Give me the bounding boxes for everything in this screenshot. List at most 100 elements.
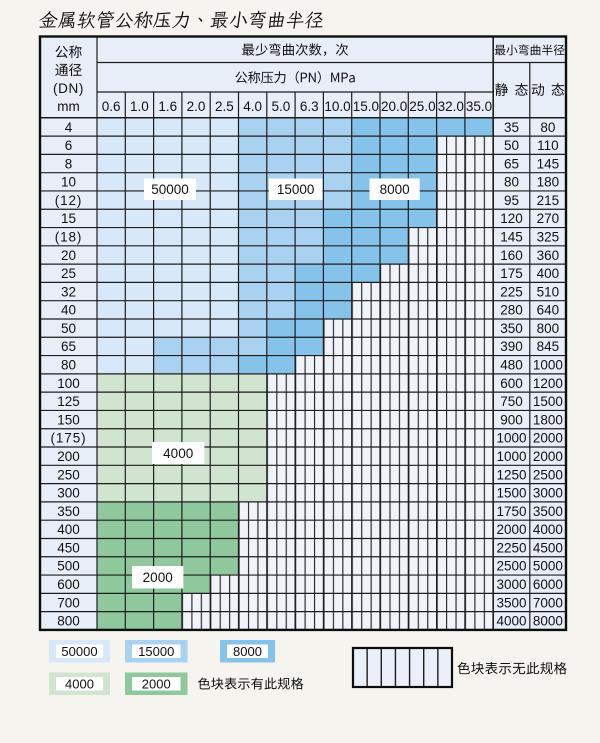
svg-text:8000: 8000 xyxy=(533,614,563,629)
svg-text:900: 900 xyxy=(500,412,523,427)
svg-text:160: 160 xyxy=(500,248,523,263)
svg-text:270: 270 xyxy=(537,211,560,226)
svg-text:300: 300 xyxy=(57,486,80,501)
svg-text:4000: 4000 xyxy=(163,446,193,461)
svg-text:32: 32 xyxy=(61,284,76,299)
svg-text:1000: 1000 xyxy=(533,358,563,373)
svg-text:8: 8 xyxy=(65,156,73,171)
svg-text:10: 10 xyxy=(61,175,76,190)
svg-text:20: 20 xyxy=(61,248,76,263)
svg-text:35: 35 xyxy=(504,120,519,135)
svg-text:500: 500 xyxy=(57,559,80,574)
svg-text:50000: 50000 xyxy=(61,644,97,659)
svg-text:25.0: 25.0 xyxy=(409,99,435,114)
svg-text:1800: 1800 xyxy=(533,412,563,427)
svg-text:640: 640 xyxy=(537,303,560,318)
svg-text:3000: 3000 xyxy=(496,577,526,592)
svg-text:600: 600 xyxy=(500,376,523,391)
svg-text:4.0: 4.0 xyxy=(243,99,262,114)
svg-text:250: 250 xyxy=(57,467,80,482)
svg-text:32.0: 32.0 xyxy=(438,99,464,114)
svg-text:15: 15 xyxy=(61,211,76,226)
svg-text:50000: 50000 xyxy=(151,182,189,197)
svg-text:1500: 1500 xyxy=(496,486,526,501)
svg-text:125: 125 xyxy=(57,394,80,409)
svg-text:20.0: 20.0 xyxy=(381,99,407,114)
svg-text:6: 6 xyxy=(65,138,73,153)
svg-text:8000: 8000 xyxy=(380,182,410,197)
svg-text:(175): (175) xyxy=(50,431,86,446)
svg-text:100: 100 xyxy=(57,376,80,391)
svg-text:3500: 3500 xyxy=(496,595,526,610)
svg-text:4: 4 xyxy=(65,120,73,135)
svg-text:7000: 7000 xyxy=(533,595,563,610)
svg-text:1.0: 1.0 xyxy=(130,99,149,114)
svg-text:1500: 1500 xyxy=(533,394,563,409)
svg-text:1.6: 1.6 xyxy=(158,99,177,114)
svg-text:750: 750 xyxy=(500,394,523,409)
svg-text:15000: 15000 xyxy=(277,182,315,197)
svg-text:120: 120 xyxy=(500,211,523,226)
svg-text:4000: 4000 xyxy=(496,614,526,629)
svg-text:2000: 2000 xyxy=(533,431,563,446)
svg-text:(12): (12) xyxy=(55,193,83,208)
svg-text:4000: 4000 xyxy=(533,522,563,537)
svg-text:110: 110 xyxy=(537,138,559,153)
svg-text:1250: 1250 xyxy=(496,467,526,482)
svg-text:390: 390 xyxy=(500,339,523,354)
svg-text:2.0: 2.0 xyxy=(187,99,206,114)
svg-text:1000: 1000 xyxy=(496,431,526,446)
svg-text:325: 325 xyxy=(537,229,560,244)
svg-text:95: 95 xyxy=(504,193,519,208)
svg-text:1200: 1200 xyxy=(533,376,563,391)
svg-text:845: 845 xyxy=(537,339,560,354)
svg-text:800: 800 xyxy=(57,614,80,629)
svg-text:50: 50 xyxy=(61,321,76,336)
svg-text:2250: 2250 xyxy=(496,540,526,555)
svg-text:50: 50 xyxy=(504,138,519,153)
svg-text:2000: 2000 xyxy=(142,676,171,691)
svg-text:3000: 3000 xyxy=(533,486,563,501)
svg-text:280: 280 xyxy=(500,303,523,318)
svg-text:(18): (18) xyxy=(55,229,83,244)
svg-text:5.0: 5.0 xyxy=(272,99,291,114)
svg-text:450: 450 xyxy=(57,540,80,555)
svg-text:6000: 6000 xyxy=(533,577,563,592)
svg-text:35.0: 35.0 xyxy=(466,99,492,114)
svg-text:4500: 4500 xyxy=(533,540,563,555)
svg-text:8000: 8000 xyxy=(233,644,262,659)
svg-text:15.0: 15.0 xyxy=(353,99,379,114)
svg-text:510: 510 xyxy=(537,284,560,299)
svg-text:5000: 5000 xyxy=(533,559,563,574)
svg-text:400: 400 xyxy=(57,522,80,537)
svg-text:15000: 15000 xyxy=(138,644,174,659)
svg-text:mm: mm xyxy=(57,99,80,114)
svg-text:80: 80 xyxy=(540,120,555,135)
svg-text:175: 175 xyxy=(500,266,523,281)
svg-text:225: 225 xyxy=(500,284,523,299)
svg-text:10.0: 10.0 xyxy=(324,99,350,114)
svg-text:800: 800 xyxy=(537,321,560,336)
svg-text:360: 360 xyxy=(537,248,560,263)
svg-text:2500: 2500 xyxy=(533,467,563,482)
svg-text:(DN): (DN) xyxy=(53,81,84,96)
svg-text:40: 40 xyxy=(61,303,76,318)
svg-text:145: 145 xyxy=(537,156,560,171)
svg-text:2.5: 2.5 xyxy=(215,99,234,114)
svg-text:215: 215 xyxy=(537,193,560,208)
svg-text:1750: 1750 xyxy=(496,504,526,519)
svg-text:3500: 3500 xyxy=(533,504,563,519)
svg-text:350: 350 xyxy=(57,504,80,519)
svg-text:700: 700 xyxy=(57,595,80,610)
svg-text:2500: 2500 xyxy=(496,559,526,574)
svg-text:150: 150 xyxy=(57,412,80,427)
svg-text:65: 65 xyxy=(61,339,76,354)
svg-text:2000: 2000 xyxy=(496,522,526,537)
svg-text:600: 600 xyxy=(57,577,80,592)
svg-text:350: 350 xyxy=(500,321,523,336)
svg-text:65: 65 xyxy=(504,156,519,171)
svg-text:80: 80 xyxy=(61,358,76,373)
svg-text:1000: 1000 xyxy=(496,449,526,464)
svg-text:25: 25 xyxy=(61,266,76,281)
svg-text:180: 180 xyxy=(537,175,560,190)
